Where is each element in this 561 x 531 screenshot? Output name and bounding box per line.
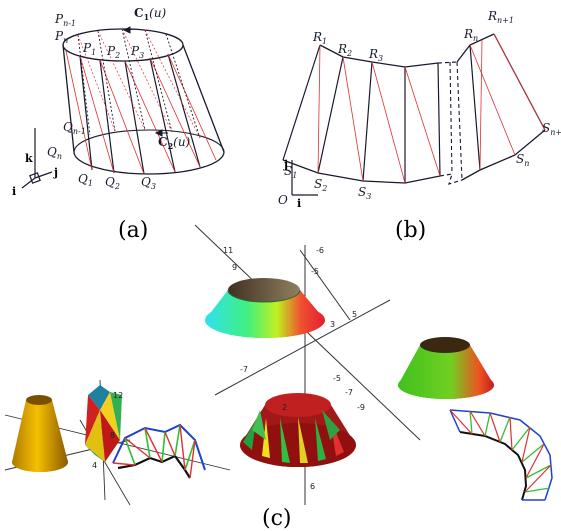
left-edge	[62, 44, 75, 153]
rainbow-cone	[205, 278, 325, 338]
label-p2: P2	[106, 44, 120, 60]
label-q-n-1: Qn-1	[63, 120, 86, 136]
tick-neg5: -5	[311, 267, 319, 276]
strip-diagonals	[317, 33, 546, 184]
label-p-n: Pn	[54, 29, 68, 45]
triangle-facets	[243, 410, 344, 463]
label-p3: P3	[130, 44, 144, 60]
tick-neg5-b: -5	[333, 374, 341, 383]
axes-a	[21, 128, 53, 189]
label-c2: C2(u)	[158, 135, 191, 151]
axis-k-label: k	[25, 152, 33, 165]
top-boundary-r-dashed	[437, 61, 458, 64]
label-s1: S1	[284, 164, 297, 180]
triangle-cone	[240, 393, 356, 467]
label-q2: Q2	[105, 175, 120, 191]
tick-neg7-b: -7	[345, 388, 353, 397]
strip-dashed-generators	[449, 61, 463, 181]
tick-9: 9	[232, 263, 237, 272]
label-s2: S2	[314, 177, 327, 193]
label-c1: C1(u)	[134, 6, 167, 22]
label-r3: R3	[368, 47, 383, 63]
label-r2: R2	[337, 42, 352, 58]
tick-neg6: -6	[316, 246, 324, 255]
strip-generators	[282, 33, 546, 183]
label-q-n: Qn	[47, 145, 62, 161]
tick-4: 4	[92, 461, 97, 470]
tick-8: 8	[110, 431, 115, 440]
axis-i-label: i	[12, 185, 16, 198]
label-r1: R1	[312, 30, 327, 46]
tick-neg9: -9	[357, 403, 365, 412]
front-diagonals	[65, 50, 217, 175]
panel-b-unrolled-strip: R1 R2 R3 Rn Rn+1 S1 S2 S3 Sn Sn+1 j O i	[278, 9, 561, 210]
label-s3: S3	[358, 185, 371, 201]
tick-5: 5	[352, 310, 357, 319]
label-rn1: Rn+1	[487, 9, 514, 25]
label-rn: Rn	[463, 27, 478, 43]
tick-6: 6	[310, 482, 315, 491]
label-p-n-1: Pn-1	[54, 12, 76, 28]
axis-j-label-b: j	[283, 158, 288, 171]
panel-a-cone-diagram: Pn-1 Pn P1 P2 P3 C1(u) C2(u) Qn-1 Qn Q1 …	[12, 6, 225, 198]
tick-12: 12	[113, 391, 123, 400]
axis-j-label: j	[53, 166, 58, 179]
panel-c-renders: 11 9 -5 -6 3 5 -7 -5 -7 -9 6 2	[4, 224, 553, 506]
bottom-curve-c2-back	[73, 129, 225, 153]
tick-11: 11	[223, 246, 233, 255]
bottom-boundary-s-dashed	[439, 173, 463, 185]
caption-b: (b)	[395, 218, 426, 243]
label-p1: P1	[82, 41, 96, 57]
right-unrolled-strip	[449, 409, 553, 501]
caption-c: (c)	[262, 506, 292, 531]
front-generators	[79, 53, 201, 175]
left-tick-labels: 12 8 4	[92, 391, 123, 470]
back-generators	[77, 28, 201, 139]
back-diagonals	[77, 28, 201, 139]
caption-a: (a)	[118, 218, 148, 243]
green-red-cone	[398, 337, 494, 399]
tick-2: 2	[282, 403, 287, 412]
tick-neg7: -7	[240, 365, 248, 374]
left-unrolled-strip	[112, 423, 206, 479]
label-sn: Sn	[516, 152, 529, 168]
axes-b	[291, 160, 318, 196]
gold-cone	[12, 395, 68, 472]
bottom-boundary-s-right	[461, 129, 546, 181]
curve-arrows	[122, 26, 168, 137]
tick-3: 3	[330, 320, 335, 329]
bottom-curve-c2-front	[73, 151, 225, 175]
axis-i-label-b: i	[297, 197, 301, 210]
right-edge	[182, 44, 225, 153]
center-tick-labels: 11 9 -5 -6 3 5 -7 -5 -7 -9 6 2	[223, 246, 365, 491]
faceted-cone	[85, 385, 122, 462]
label-q3: Q3	[141, 175, 156, 191]
label-sn1: Sn+1	[542, 121, 561, 137]
label-q1: Q1	[78, 172, 93, 188]
axis-origin-label-b: O	[278, 193, 288, 207]
